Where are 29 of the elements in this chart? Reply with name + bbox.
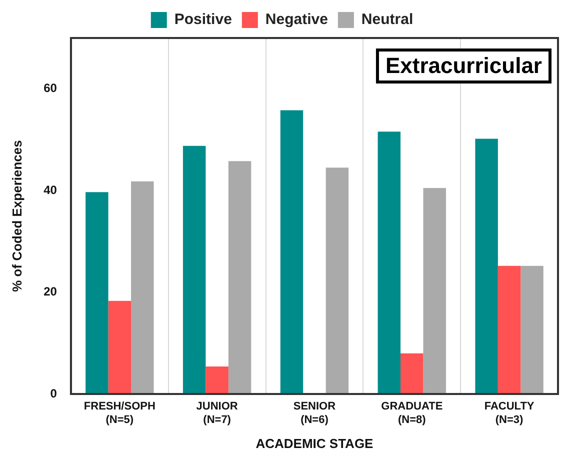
bar: [400, 353, 424, 394]
x-axis-title: ACADEMIC STAGE: [256, 436, 374, 451]
bar: [108, 300, 132, 394]
x-tick-label: JUNIOR (N=7): [196, 400, 238, 426]
y-tick-label: 20: [44, 284, 58, 299]
bar: [378, 132, 401, 394]
legend-label: Neutral: [361, 11, 414, 28]
bar: [498, 266, 521, 394]
bar: [131, 181, 154, 394]
x-tick-label: FACULTY (N=3): [484, 400, 535, 426]
x-tick-label: SENIOR (N=6): [293, 400, 336, 426]
legend-label: Positive: [174, 11, 232, 28]
bar: [520, 266, 544, 394]
legend-label: Negative: [265, 11, 328, 28]
bar: [228, 161, 252, 394]
bar: [423, 188, 446, 394]
y-tick-label: 0: [50, 386, 58, 400]
bar: [326, 168, 349, 394]
x-tick-label: FRESH/SOPH (N=5): [84, 400, 156, 426]
bar: [475, 138, 498, 394]
bar: [86, 192, 108, 394]
bar: [182, 146, 206, 394]
bar: [206, 366, 228, 394]
bar: [280, 110, 304, 394]
y-axis-title: % of Coded Experiences: [9, 140, 24, 292]
text: Extracurricular: [385, 53, 542, 78]
x-tick-label: GRADUATE (N=8): [381, 400, 443, 426]
y-tick-label: 60: [44, 81, 58, 96]
y-tick-label: 40: [44, 182, 58, 197]
